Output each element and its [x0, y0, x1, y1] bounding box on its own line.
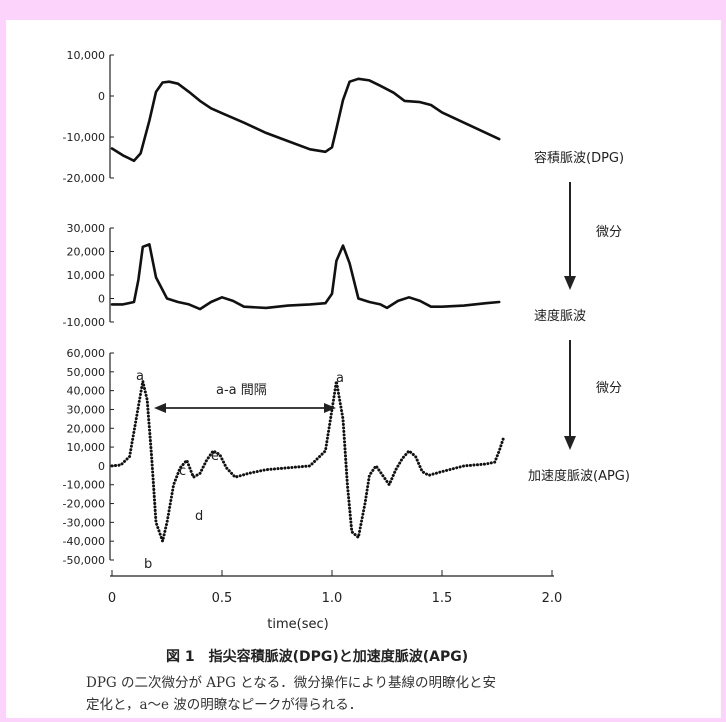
apg-series-line: [110, 379, 506, 543]
vpg-y-tick-label: 20,000: [67, 246, 106, 259]
arrow-head-1: [564, 276, 576, 290]
apg-y-tick-label: 60,000: [67, 347, 106, 360]
x-axis-label: time(sec): [267, 617, 328, 632]
apg-y-tick-label: 50,000: [67, 366, 106, 379]
caption-line-2: 定化と，a～e 波の明瞭なピークが得られる．: [86, 697, 363, 713]
arrow-head-2: [564, 436, 576, 450]
apg-y-tick-label: -40,000: [63, 535, 105, 548]
interval-label: a-a 間隔: [216, 383, 267, 398]
vpg-y-tick-label: 0: [98, 293, 105, 306]
figure-panel: 10,000 0 -10,000 -20,000 30,000 20,000 10,000…: [6, 20, 721, 718]
peak-a-2: a: [336, 371, 344, 386]
dpg-label: 容積脈波(DPG): [534, 150, 624, 166]
interval-arrow-right: [324, 403, 336, 413]
caption-body: DPG の二次微分が APG となる．微分操作により基線の明瞭化と安 定化と，a…: [86, 672, 686, 716]
x-tick-label: 0: [108, 591, 116, 606]
apg-y-tick-label: 40,000: [67, 385, 106, 398]
apg-label: 加速度脈波(APG): [528, 468, 630, 484]
apg-y-tick-label: -10,000: [63, 479, 105, 492]
dpg-chart: 10,000 0 -10,000 -20,000: [63, 49, 501, 185]
apg-chart: 60,000 50,000 40,000 30,000 20,000 10,000 0 -10…: [63, 347, 563, 606]
apg-y-tick-label: -30,000: [63, 516, 105, 529]
diff-label-1: 微分: [596, 225, 622, 240]
peak-b: b: [144, 557, 152, 572]
peak-a-1: a: [136, 369, 144, 384]
diff-label-2: 微分: [596, 381, 622, 396]
apg-y-tick-label: -20,000: [63, 498, 105, 511]
x-tick-label: 1.5: [432, 591, 453, 606]
x-tick-label: 2.0: [542, 591, 563, 606]
figure-svg: 10,000 0 -10,000 -20,000 30,000 20,000 10,000…: [63, 49, 630, 632]
x-tick-label: 1.0: [322, 591, 343, 606]
vpg-y-tick-label: 10,000: [67, 269, 106, 282]
apg-y-tick-label: 20,000: [67, 422, 106, 435]
x-tick-label: 0.5: [212, 591, 233, 606]
apg-y-tick-label: -50,000: [63, 554, 105, 567]
apg-y-tick-label: 30,000: [67, 403, 106, 416]
peak-d: d: [195, 509, 203, 524]
caption-line-1: DPG の二次微分が APG となる．微分操作により基線の明瞭化と安: [86, 675, 497, 691]
dpg-y-tick-label: -20,000: [63, 172, 105, 185]
vpg-y-tick-label: -10,000: [63, 316, 105, 329]
dpg-y-tick-label: -10,000: [63, 131, 105, 144]
interval-arrow-left: [154, 403, 166, 413]
vpg-series-line: [110, 243, 501, 311]
apg-y-tick-label: 10,000: [67, 441, 106, 454]
dpg-y-tick-label: 0: [98, 90, 105, 103]
dpg-series-line: [110, 77, 501, 163]
caption-title: 図 1 指尖容積脈波(DPG)と加速度脈波(APG): [166, 649, 469, 665]
peak-c: c: [179, 464, 186, 479]
vpg-chart: 30,000 20,000 10,000 0 -10,000: [63, 222, 501, 329]
vpg-y-tick-label: 30,000: [67, 222, 106, 235]
apg-y-tick-label: 0: [98, 460, 105, 473]
dpg-y-tick-label: 10,000: [67, 49, 106, 62]
peak-e: e: [211, 449, 219, 464]
vpg-label: 速度脈波: [534, 308, 586, 324]
